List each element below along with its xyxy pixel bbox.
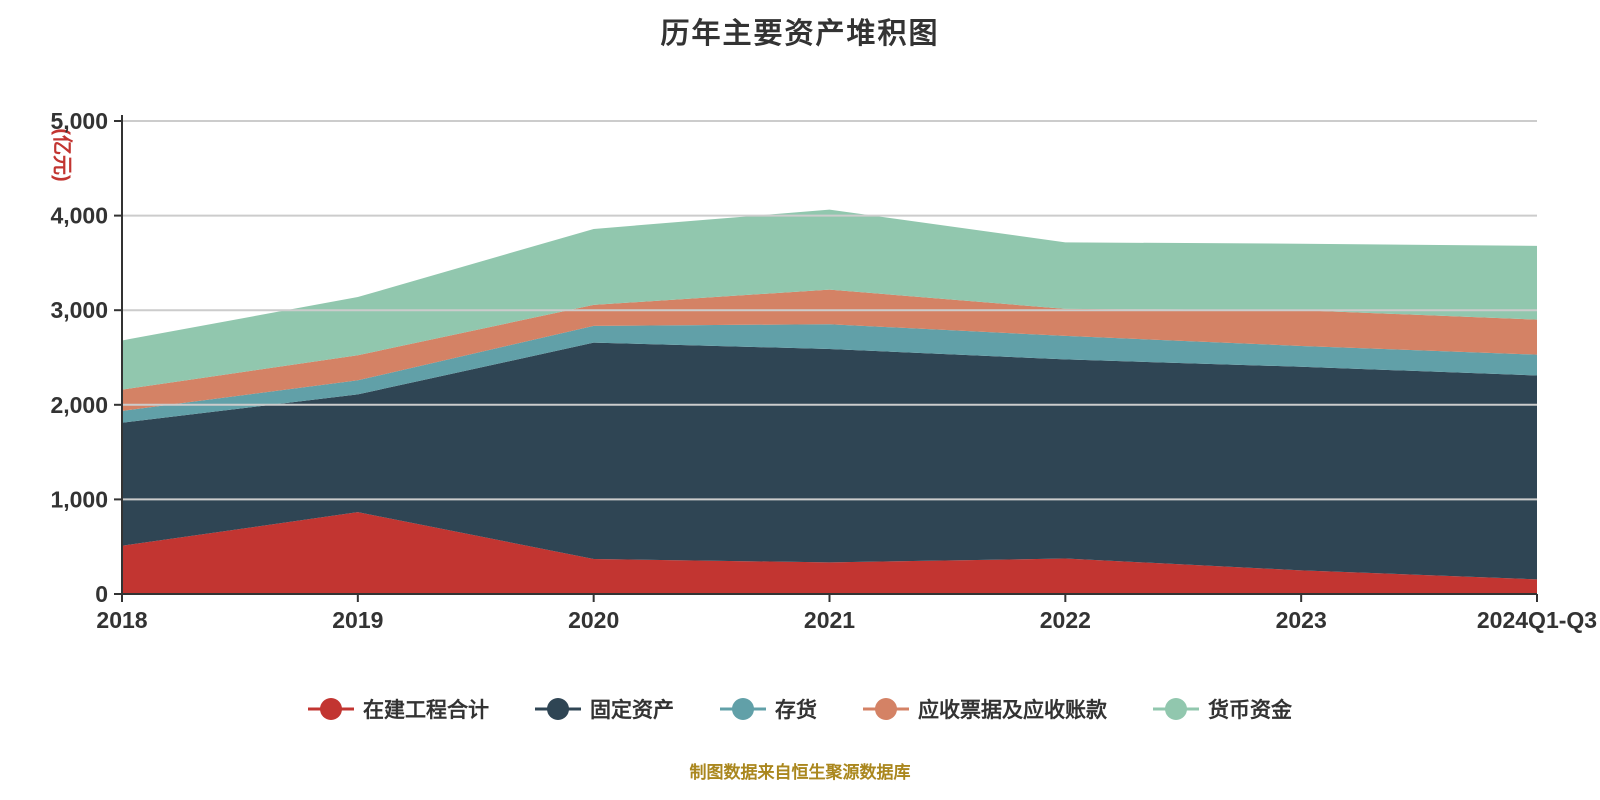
legend-item-5[interactable]: 货币资金 [1153, 694, 1292, 724]
legend-item-3[interactable]: 存货 [720, 694, 817, 724]
area-series-2[interactable] [122, 342, 1537, 580]
area-series-1[interactable] [122, 512, 1537, 594]
x-tick-label: 2020 [568, 607, 619, 633]
legend-marker-icon [720, 698, 766, 720]
x-tick-label: 2021 [804, 607, 855, 633]
y-tick-label: 4,000 [50, 203, 108, 229]
legend-label: 存货 [775, 699, 817, 722]
legend: 在建工程合计 固定资产 存货 应收票据及应收账款 货币资金 [0, 694, 1600, 724]
area-series-3[interactable] [122, 324, 1537, 423]
legend-item-2[interactable]: 固定资产 [535, 694, 674, 724]
y-tick-label: 0 [95, 581, 108, 607]
data-source-caption: 制图数据来自恒生聚源数据库 [689, 763, 911, 782]
legend-label: 货币资金 [1208, 699, 1292, 722]
y-tick-label: 2,000 [50, 392, 108, 418]
legend-label: 在建工程合计 [363, 699, 489, 722]
legend-marker-icon [308, 698, 354, 720]
area-series-5[interactable] [122, 209, 1537, 390]
x-tick-label: 2018 [96, 607, 147, 633]
legend-item-4[interactable]: 应收票据及应收账款 [863, 694, 1107, 724]
y-tick-label: 1,000 [50, 486, 108, 512]
chart-title: 历年主要资产堆积图 [660, 18, 940, 50]
legend-marker-icon [535, 698, 581, 720]
x-tick-label: 2022 [1040, 607, 1091, 633]
legend-label: 应收票据及应收账款 [918, 699, 1107, 722]
x-tick-label: 2019 [332, 607, 383, 633]
legend-marker-icon [863, 698, 909, 720]
x-tick-label: 2023 [1276, 607, 1327, 633]
legend-label: 固定资产 [590, 699, 674, 722]
legend-item-1[interactable]: 在建工程合计 [308, 694, 489, 724]
y-tick-label: 5,000 [50, 108, 108, 134]
legend-marker-icon [1153, 698, 1199, 720]
y-tick-label: 3,000 [50, 297, 108, 323]
area-series-4[interactable] [122, 289, 1537, 411]
x-tick-label: 2024Q1-Q3 [1477, 607, 1597, 633]
